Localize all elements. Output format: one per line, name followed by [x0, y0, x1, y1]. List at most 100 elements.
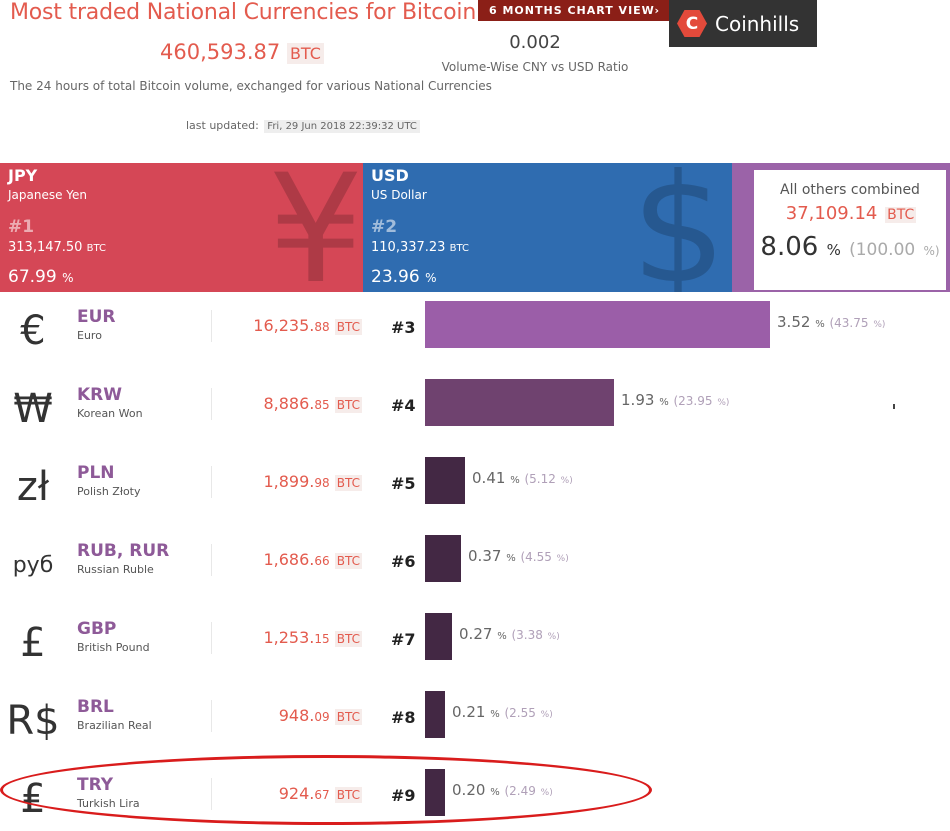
currency-row-eur[interactable]: € EUR Euro 16,235.88 BTC #3 3.52 % (43.75 %) [0, 292, 950, 370]
currency-code[interactable]: PLN [77, 463, 115, 483]
others-combined-card[interactable]: All others combined 37,109.14 BTC 8.06 %… [754, 170, 946, 290]
pct-dec: 41 [486, 469, 506, 487]
currency-btc: 1,253.15 BTC [263, 628, 362, 647]
pct-dec: 93 [635, 391, 655, 409]
page-title: Most traded National Currencies for Bitc… [10, 0, 477, 25]
card-volume-unit: BTC [449, 243, 469, 254]
currency-row-brl[interactable]: R$ BRL Brazilian Real 948.09 BTC #8 0.21 % (2… [0, 682, 950, 760]
others-percent-unit: % [826, 241, 841, 259]
currency-row-pln[interactable]: zł PLN Polish Złoty 1,899.98 BTC #5 0.41 % (5… [0, 448, 950, 526]
last-updated-value: Fri, 29 Jun 2018 22:39:32 UTC [264, 120, 420, 133]
currency-symbol-icon: ₩ [13, 386, 53, 432]
pct-unit: % [510, 475, 520, 486]
pct-int: 0. [452, 703, 467, 721]
last-updated-label: last updated: [186, 119, 259, 132]
total-volume-value: 460,593.87 [160, 40, 281, 64]
card-volume-value: 110,337.23 [371, 240, 446, 255]
share-value: (3.38 [511, 628, 543, 642]
currency-rank: #3 [391, 318, 416, 337]
currency-btc: 8,886.85 BTC [263, 394, 362, 413]
card-rank: #2 [371, 217, 398, 237]
pct-dec: 52 [791, 313, 811, 331]
card-code: USD [371, 166, 409, 185]
card-percent: 67.99 % [8, 267, 73, 287]
pct-unit: % [506, 553, 516, 564]
pct-dec: 27 [473, 625, 493, 643]
btc-unit: BTC [334, 319, 362, 335]
currency-code[interactable]: BRL [77, 697, 114, 717]
others-btc: 37,109.14 BTC [754, 203, 946, 224]
share-unit: %) [717, 398, 730, 408]
total-volume-unit: BTC [286, 43, 324, 64]
btc-int: 1,899. [263, 472, 315, 491]
card-code: JPY [8, 166, 38, 185]
total-volume: 460,593.87 BTC [160, 40, 324, 64]
currency-row-gbp[interactable]: £ GBP British Pound 1,253.15 BTC #7 0.27 % (3… [0, 604, 950, 682]
pct-int: 3. [777, 313, 792, 331]
card-name: Japanese Yen [8, 188, 88, 202]
coinhills-logo-text: Coinhills [715, 11, 800, 36]
coinhills-logo[interactable]: C Coinhills [669, 0, 817, 47]
btc-int: 948. [278, 706, 315, 725]
tick-mark [893, 404, 895, 409]
currency-rank: #8 [391, 708, 416, 727]
currency-name: Brazilian Real [77, 719, 152, 732]
currency-code[interactable]: RUB, RUR [77, 541, 170, 561]
page-subtitle: The 24 hours of total Bitcoin volume, ex… [10, 79, 492, 93]
currency-code[interactable]: KRW [77, 385, 123, 405]
currency-symbol-icon: R$ [6, 698, 60, 744]
currency-symbol-icon: zł [16, 464, 50, 510]
share-value: (2.55 [504, 706, 536, 720]
volume-bar [425, 613, 452, 660]
currency-btc: 1,899.98 BTC [263, 472, 362, 491]
currency-symbol-icon: € [20, 308, 46, 354]
divider [211, 466, 212, 498]
share-unit: %) [556, 554, 569, 564]
divider [211, 544, 212, 576]
currency-percent: 1.93 % (23.95 %) [621, 391, 729, 409]
currency-code[interactable]: EUR [77, 307, 116, 327]
divider [211, 700, 212, 732]
share-unit: %) [873, 320, 886, 330]
card-rank: #1 [8, 217, 35, 237]
currency-symbol-icon: £ [20, 620, 46, 666]
volume-bar [425, 301, 770, 348]
currency-name: British Pound [77, 641, 150, 654]
currency-percent: 3.52 % (43.75 %) [777, 313, 885, 331]
pct-int: 1. [621, 391, 636, 409]
share-unit: %) [547, 632, 560, 642]
currency-rank: #7 [391, 630, 416, 649]
others-btc-unit: BTC [885, 207, 917, 223]
currency-card-usd[interactable]: $ USD US Dollar #2 110,337.23 BTC 23.96 … [363, 163, 732, 292]
currency-row-krw[interactable]: ₩ KRW Korean Won 8,886.85 BTC #4 1.93 % (23.9… [0, 370, 950, 448]
card-name: US Dollar [371, 188, 427, 202]
last-updated: last updated: Fri, 29 Jun 2018 22:39:32 … [186, 119, 420, 133]
btc-unit: BTC [334, 397, 362, 413]
divider [211, 310, 212, 342]
chart-view-button[interactable]: 6 MONTHS CHART VIEW › [478, 0, 670, 21]
pct-unit: % [490, 709, 500, 720]
divider [211, 388, 212, 420]
card-percent-value: 67.99 [8, 267, 57, 287]
yen-icon: ¥ [268, 163, 363, 292]
currency-rank: #4 [391, 396, 416, 415]
btc-dec: 88 [314, 320, 330, 334]
currency-percent: 0.37 % (4.55 %) [468, 547, 569, 565]
chevron-right-icon: › [654, 4, 660, 17]
volume-bar [425, 379, 614, 426]
others-share-unit: %) [923, 244, 940, 258]
currency-percent: 0.21 % (2.55 %) [452, 703, 553, 721]
currency-name: Russian Ruble [77, 563, 154, 576]
currency-code[interactable]: GBP [77, 619, 117, 639]
currency-btc: 16,235.88 BTC [253, 316, 362, 335]
card-percent-unit: % [425, 271, 437, 285]
btc-unit: BTC [334, 631, 362, 647]
currency-card-jpy[interactable]: ¥ JPY Japanese Yen #1 313,147.50 BTC 67.… [0, 163, 363, 292]
currency-name: Euro [77, 329, 102, 342]
pct-unit: % [497, 631, 507, 642]
btc-dec: 98 [314, 476, 330, 490]
btc-int: 16,235. [253, 316, 315, 335]
currency-row-rub[interactable]: руб RUB, RUR Russian Ruble 1,686.66 BTC #6 0.… [0, 526, 950, 604]
pct-unit: % [815, 319, 825, 330]
card-percent-unit: % [62, 271, 74, 285]
